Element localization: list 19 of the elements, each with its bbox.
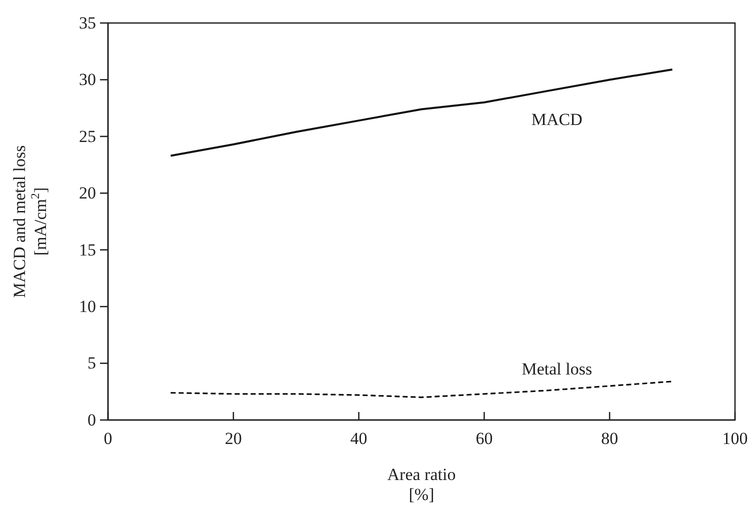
line-series [170, 68, 674, 157]
y-tick-label: 10 [79, 297, 96, 316]
y-tick-label: 30 [79, 70, 96, 90]
y-tick-label: 35 [79, 13, 96, 32]
y-tick-label: 25 [79, 126, 96, 146]
line-series [170, 380, 674, 398]
y-tick-label: 0 [88, 410, 96, 430]
x-tick-label: 100 [722, 429, 748, 448]
x-axis-title: Area ratio [%] [387, 465, 456, 504]
x-tick-label: 80 [601, 429, 618, 448]
x-tick-label: 20 [224, 429, 242, 448]
x-tick-label: 60 [476, 429, 493, 448]
y-tick-label: 5 [88, 354, 96, 373]
x-tick-label: 0 [104, 429, 112, 448]
series-label: Metal loss [522, 360, 592, 379]
y-tick-label: 15 [79, 240, 96, 260]
x-tick-label: 40 [350, 429, 368, 448]
y-tick-label: 20 [79, 184, 96, 203]
series-label: MACD [531, 110, 582, 130]
